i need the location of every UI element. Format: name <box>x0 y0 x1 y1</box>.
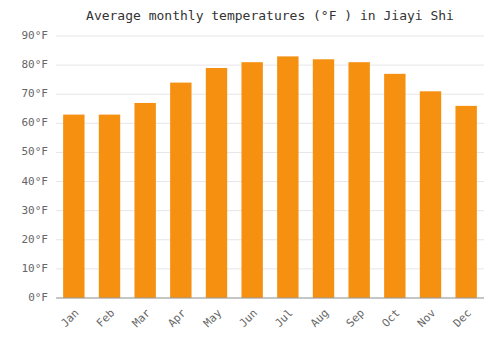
grid-line <box>56 65 484 66</box>
x-tick-label: Oct <box>379 307 402 330</box>
y-tick-label: 80°F <box>22 58 49 71</box>
x-tick-label: Jan <box>58 307 81 330</box>
x-tick-label: Jul <box>272 307 295 330</box>
x-tick-label: Feb <box>94 307 117 330</box>
x-tick-label: Jun <box>237 307 260 330</box>
y-tick-label: 60°F <box>22 116 49 129</box>
bar <box>241 62 262 298</box>
chart-container: 0°F 10°F 20°F 30°F 40°F 50°F 60°F 70°F 80°F 90°F J… <box>0 0 500 350</box>
bars <box>63 56 477 298</box>
x-tick-label: Aug <box>308 307 331 330</box>
grid-line <box>56 36 484 37</box>
bar <box>63 115 84 298</box>
x-tick-label: Nov <box>415 306 439 330</box>
y-tick-label: 30°F <box>22 204 49 217</box>
y-tick-label: 90°F <box>22 29 49 42</box>
y-grid <box>56 36 484 298</box>
y-tick-label: 0°F <box>28 291 48 304</box>
bar <box>170 83 191 298</box>
bar <box>455 106 476 298</box>
bar <box>313 59 334 298</box>
bar <box>348 62 369 298</box>
title: Average monthly temperatures (°F ) in Ji… <box>86 8 454 23</box>
x-axis-line <box>56 298 484 299</box>
bar <box>420 91 441 298</box>
chart-svg: 0°F 10°F 20°F 30°F 40°F 50°F 60°F 70°F 80°F 90°F J… <box>0 0 500 350</box>
y-tick-label: 40°F <box>22 175 49 188</box>
y-tick-label: 20°F <box>22 233 49 246</box>
bar <box>134 103 155 298</box>
y-tick-label: 70°F <box>22 87 49 100</box>
bar <box>206 68 227 298</box>
x-tick-label: Sep <box>344 307 367 330</box>
grid-line <box>56 298 484 299</box>
x-tick-label: May <box>201 306 225 330</box>
bar <box>99 115 120 298</box>
x-tick-label: Apr <box>165 306 189 330</box>
bar <box>384 74 405 298</box>
y-tick-label: 10°F <box>22 262 49 275</box>
bar <box>277 56 298 298</box>
x-tick-label: Mar <box>130 306 154 330</box>
y-tick-label: 50°F <box>22 145 49 158</box>
x-tick-label: Dec <box>451 307 474 330</box>
